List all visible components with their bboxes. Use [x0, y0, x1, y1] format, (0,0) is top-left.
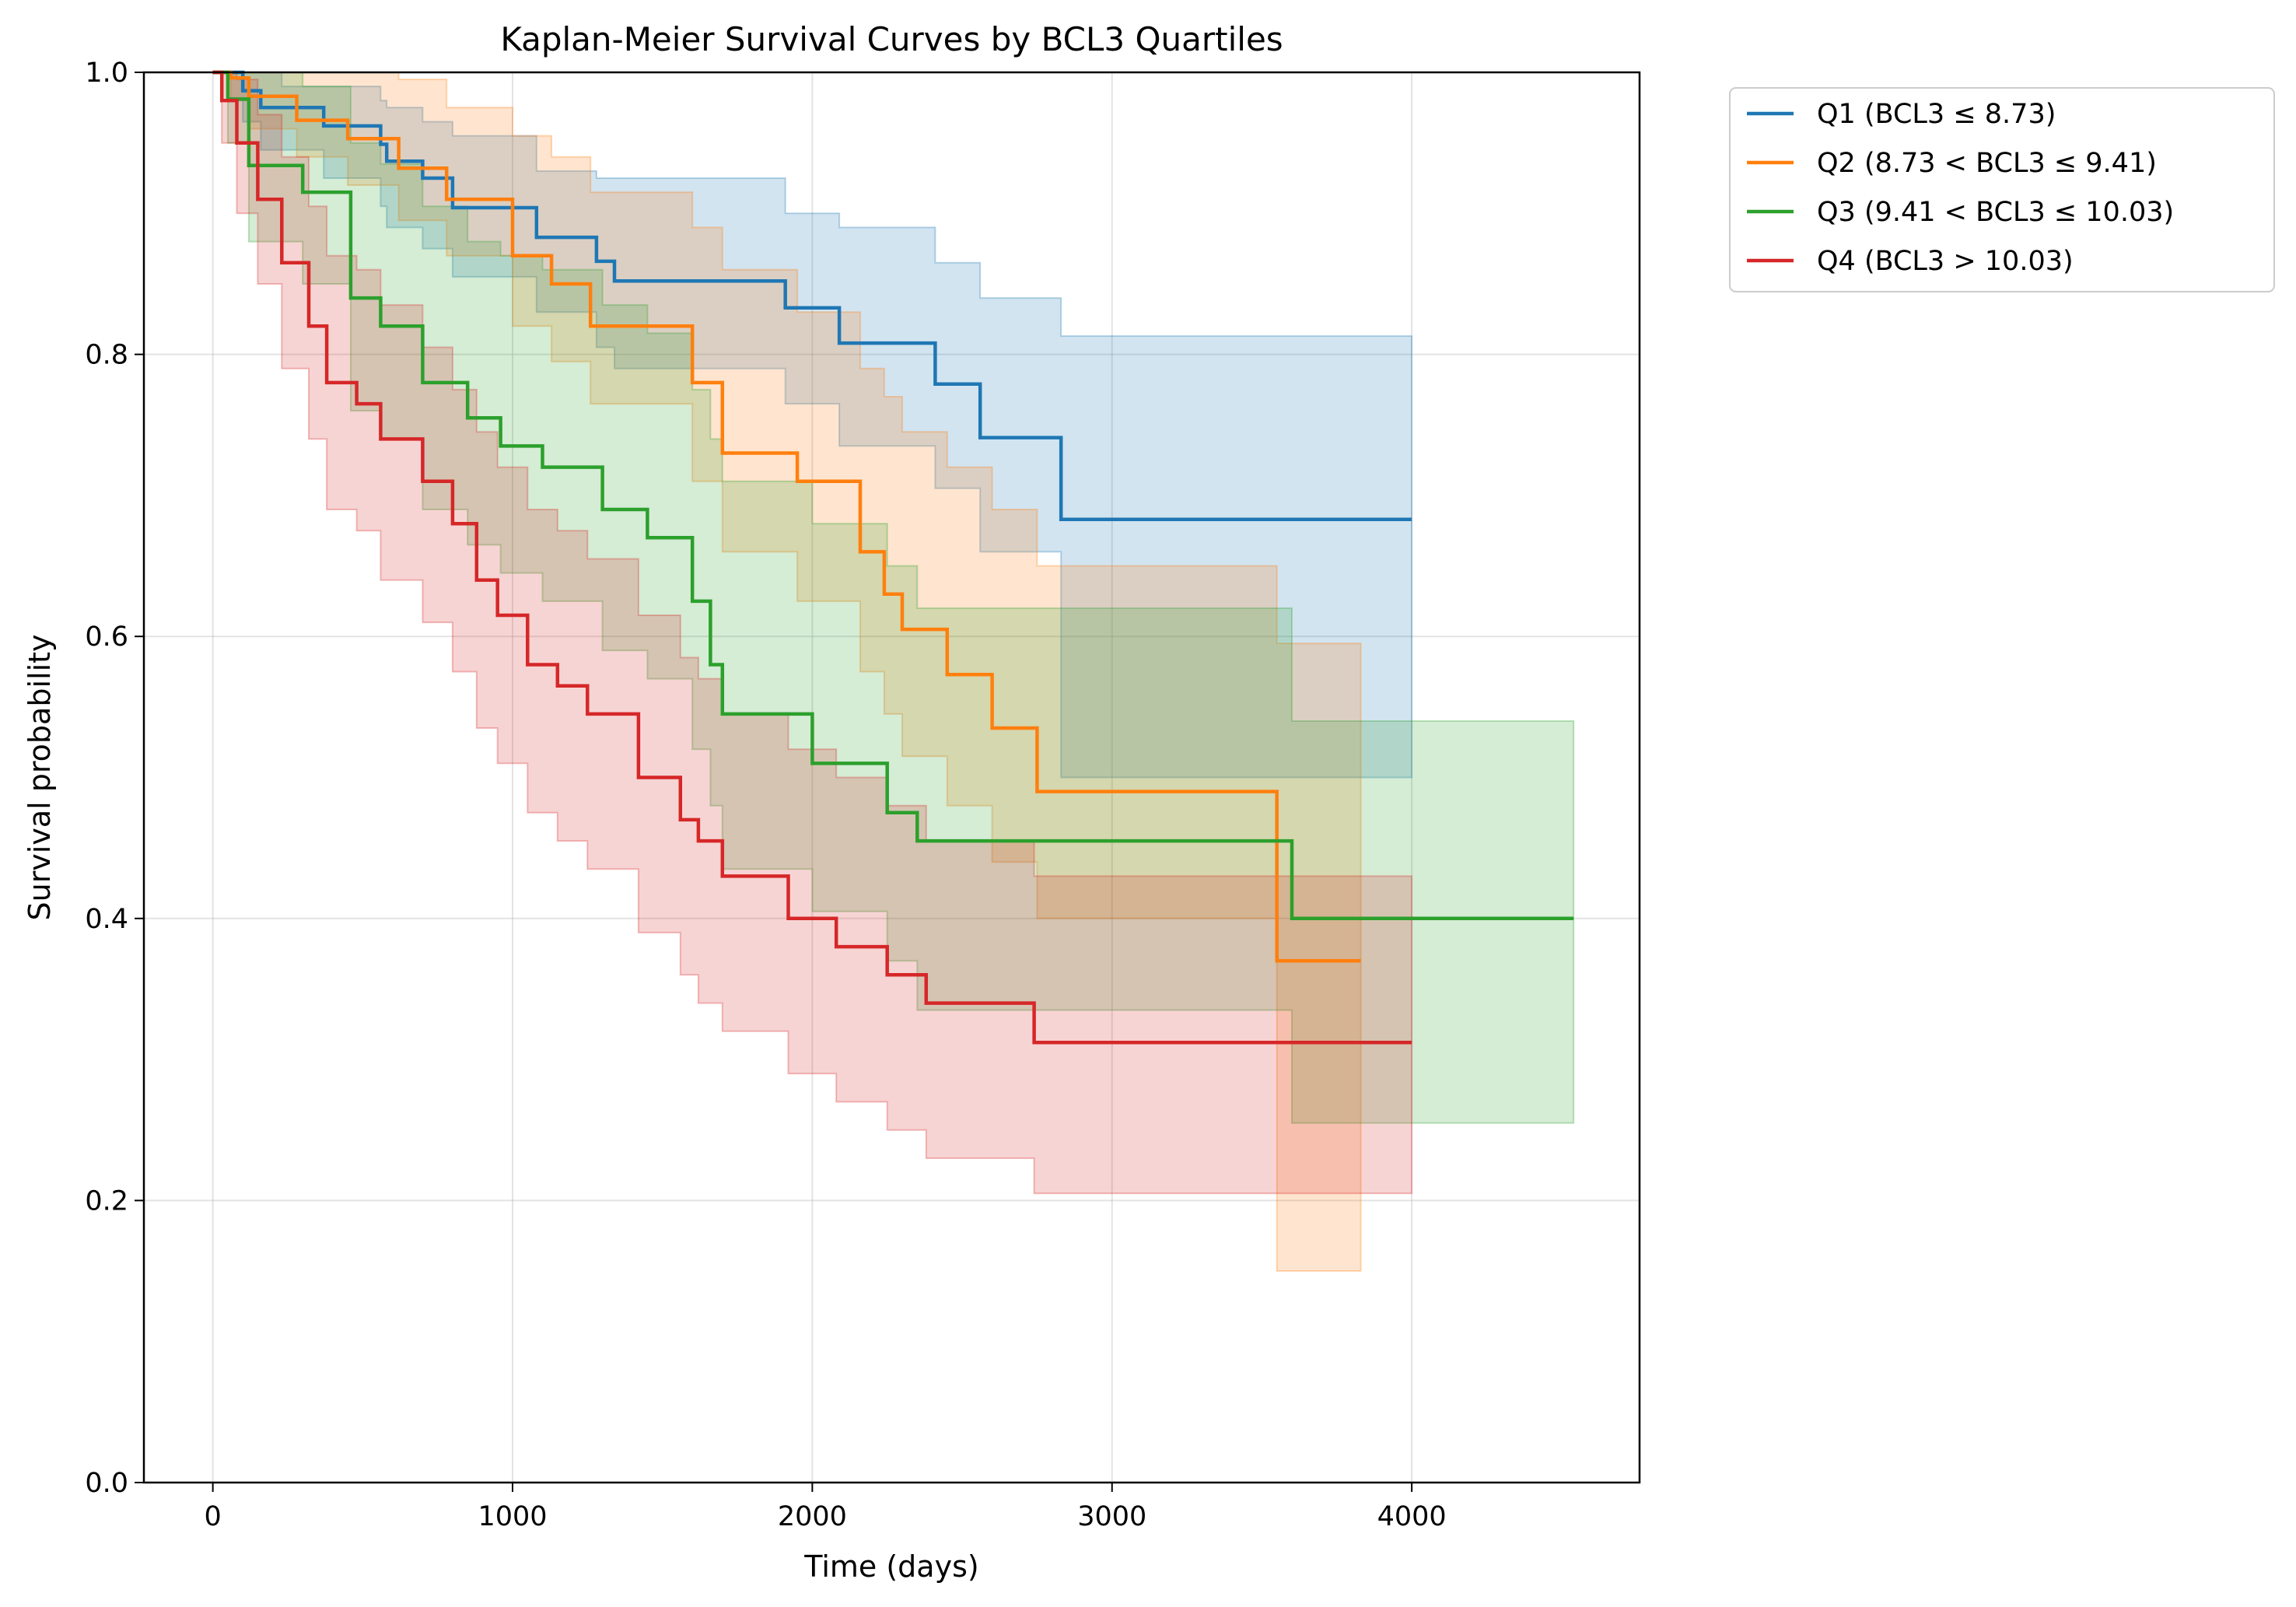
y-tick-label: 0.0: [85, 1468, 128, 1499]
y-tick-label: 0.8: [85, 340, 128, 371]
x-tick-label: 1000: [478, 1501, 547, 1532]
confidence-bands: [212, 72, 1575, 1272]
y-tick-label: 0.6: [85, 621, 128, 653]
legend-label-q1: Q1 (BCL3 ≤ 8.73): [1817, 99, 2056, 130]
x-tick-label: 4000: [1377, 1501, 1447, 1532]
survival-curve-q4: [212, 70, 1412, 1045]
y-axis-ticks: 0.0 0.2 0.4 0.6 0.8 1.0: [85, 58, 144, 1499]
legend-label-q4: Q4 (BCL3 > 10.03): [1817, 246, 2074, 277]
y-axis-label: Survival probability: [23, 634, 57, 920]
y-tick-label: 0.4: [85, 904, 128, 935]
x-tick-label: 0: [204, 1501, 221, 1532]
y-tick-label: 0.2: [85, 1185, 128, 1217]
survival-curve-q3: [212, 70, 1574, 921]
x-axis-label: Time (days): [803, 1549, 978, 1584]
x-axis-ticks: 0 1000 2000 3000 4000: [204, 1483, 1447, 1532]
survival-curves: [212, 70, 1574, 1045]
confidence-band-q2: [212, 72, 1362, 1272]
survival-curve-q2: [212, 70, 1361, 963]
x-tick-label: 3000: [1077, 1501, 1146, 1532]
legend: Q1 (BCL3 ≤ 8.73) Q2 (8.73 < BCL3 ≤ 9.41) Q…: [1729, 87, 2275, 292]
legend-label-q2: Q2 (8.73 < BCL3 ≤ 9.41): [1817, 148, 2157, 179]
confidence-band-q4: [212, 72, 1413, 1195]
confidence-band-q3: [212, 72, 1575, 1124]
survival-curve-q1: [212, 70, 1412, 521]
plot-frame: [142, 71, 1641, 1484]
y-tick-label: 1.0: [85, 58, 128, 89]
legend-label-q3: Q3 (9.41 < BCL3 ≤ 10.03): [1817, 197, 2174, 228]
x-tick-label: 2000: [778, 1501, 847, 1532]
chart-title: Kaplan-Meier Survival Curves by BCL3 Qua…: [500, 20, 1283, 58]
legend-box: [1729, 87, 2275, 292]
